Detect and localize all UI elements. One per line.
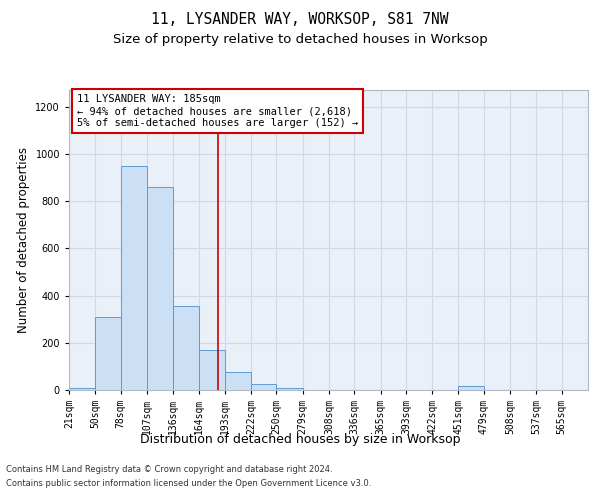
- Y-axis label: Number of detached properties: Number of detached properties: [17, 147, 30, 333]
- Bar: [121, 166, 147, 390]
- Bar: [199, 350, 225, 390]
- Text: Size of property relative to detached houses in Worksop: Size of property relative to detached ho…: [113, 32, 487, 46]
- Text: 11 LYSANDER WAY: 185sqm
← 94% of detached houses are smaller (2,618)
5% of semi-: 11 LYSANDER WAY: 185sqm ← 94% of detache…: [77, 94, 358, 128]
- Bar: [69, 388, 95, 390]
- Text: 11, LYSANDER WAY, WORKSOP, S81 7NW: 11, LYSANDER WAY, WORKSOP, S81 7NW: [151, 12, 449, 28]
- Text: Contains public sector information licensed under the Open Government Licence v3: Contains public sector information licen…: [6, 479, 371, 488]
- Bar: [225, 372, 251, 390]
- Bar: [95, 318, 121, 390]
- Bar: [458, 386, 484, 390]
- Bar: [147, 187, 173, 390]
- Text: Contains HM Land Registry data © Crown copyright and database right 2024.: Contains HM Land Registry data © Crown c…: [6, 465, 332, 474]
- Bar: [277, 388, 302, 390]
- Text: Distribution of detached houses by size in Worksop: Distribution of detached houses by size …: [140, 432, 460, 446]
- Bar: [251, 384, 277, 390]
- Bar: [173, 306, 199, 390]
